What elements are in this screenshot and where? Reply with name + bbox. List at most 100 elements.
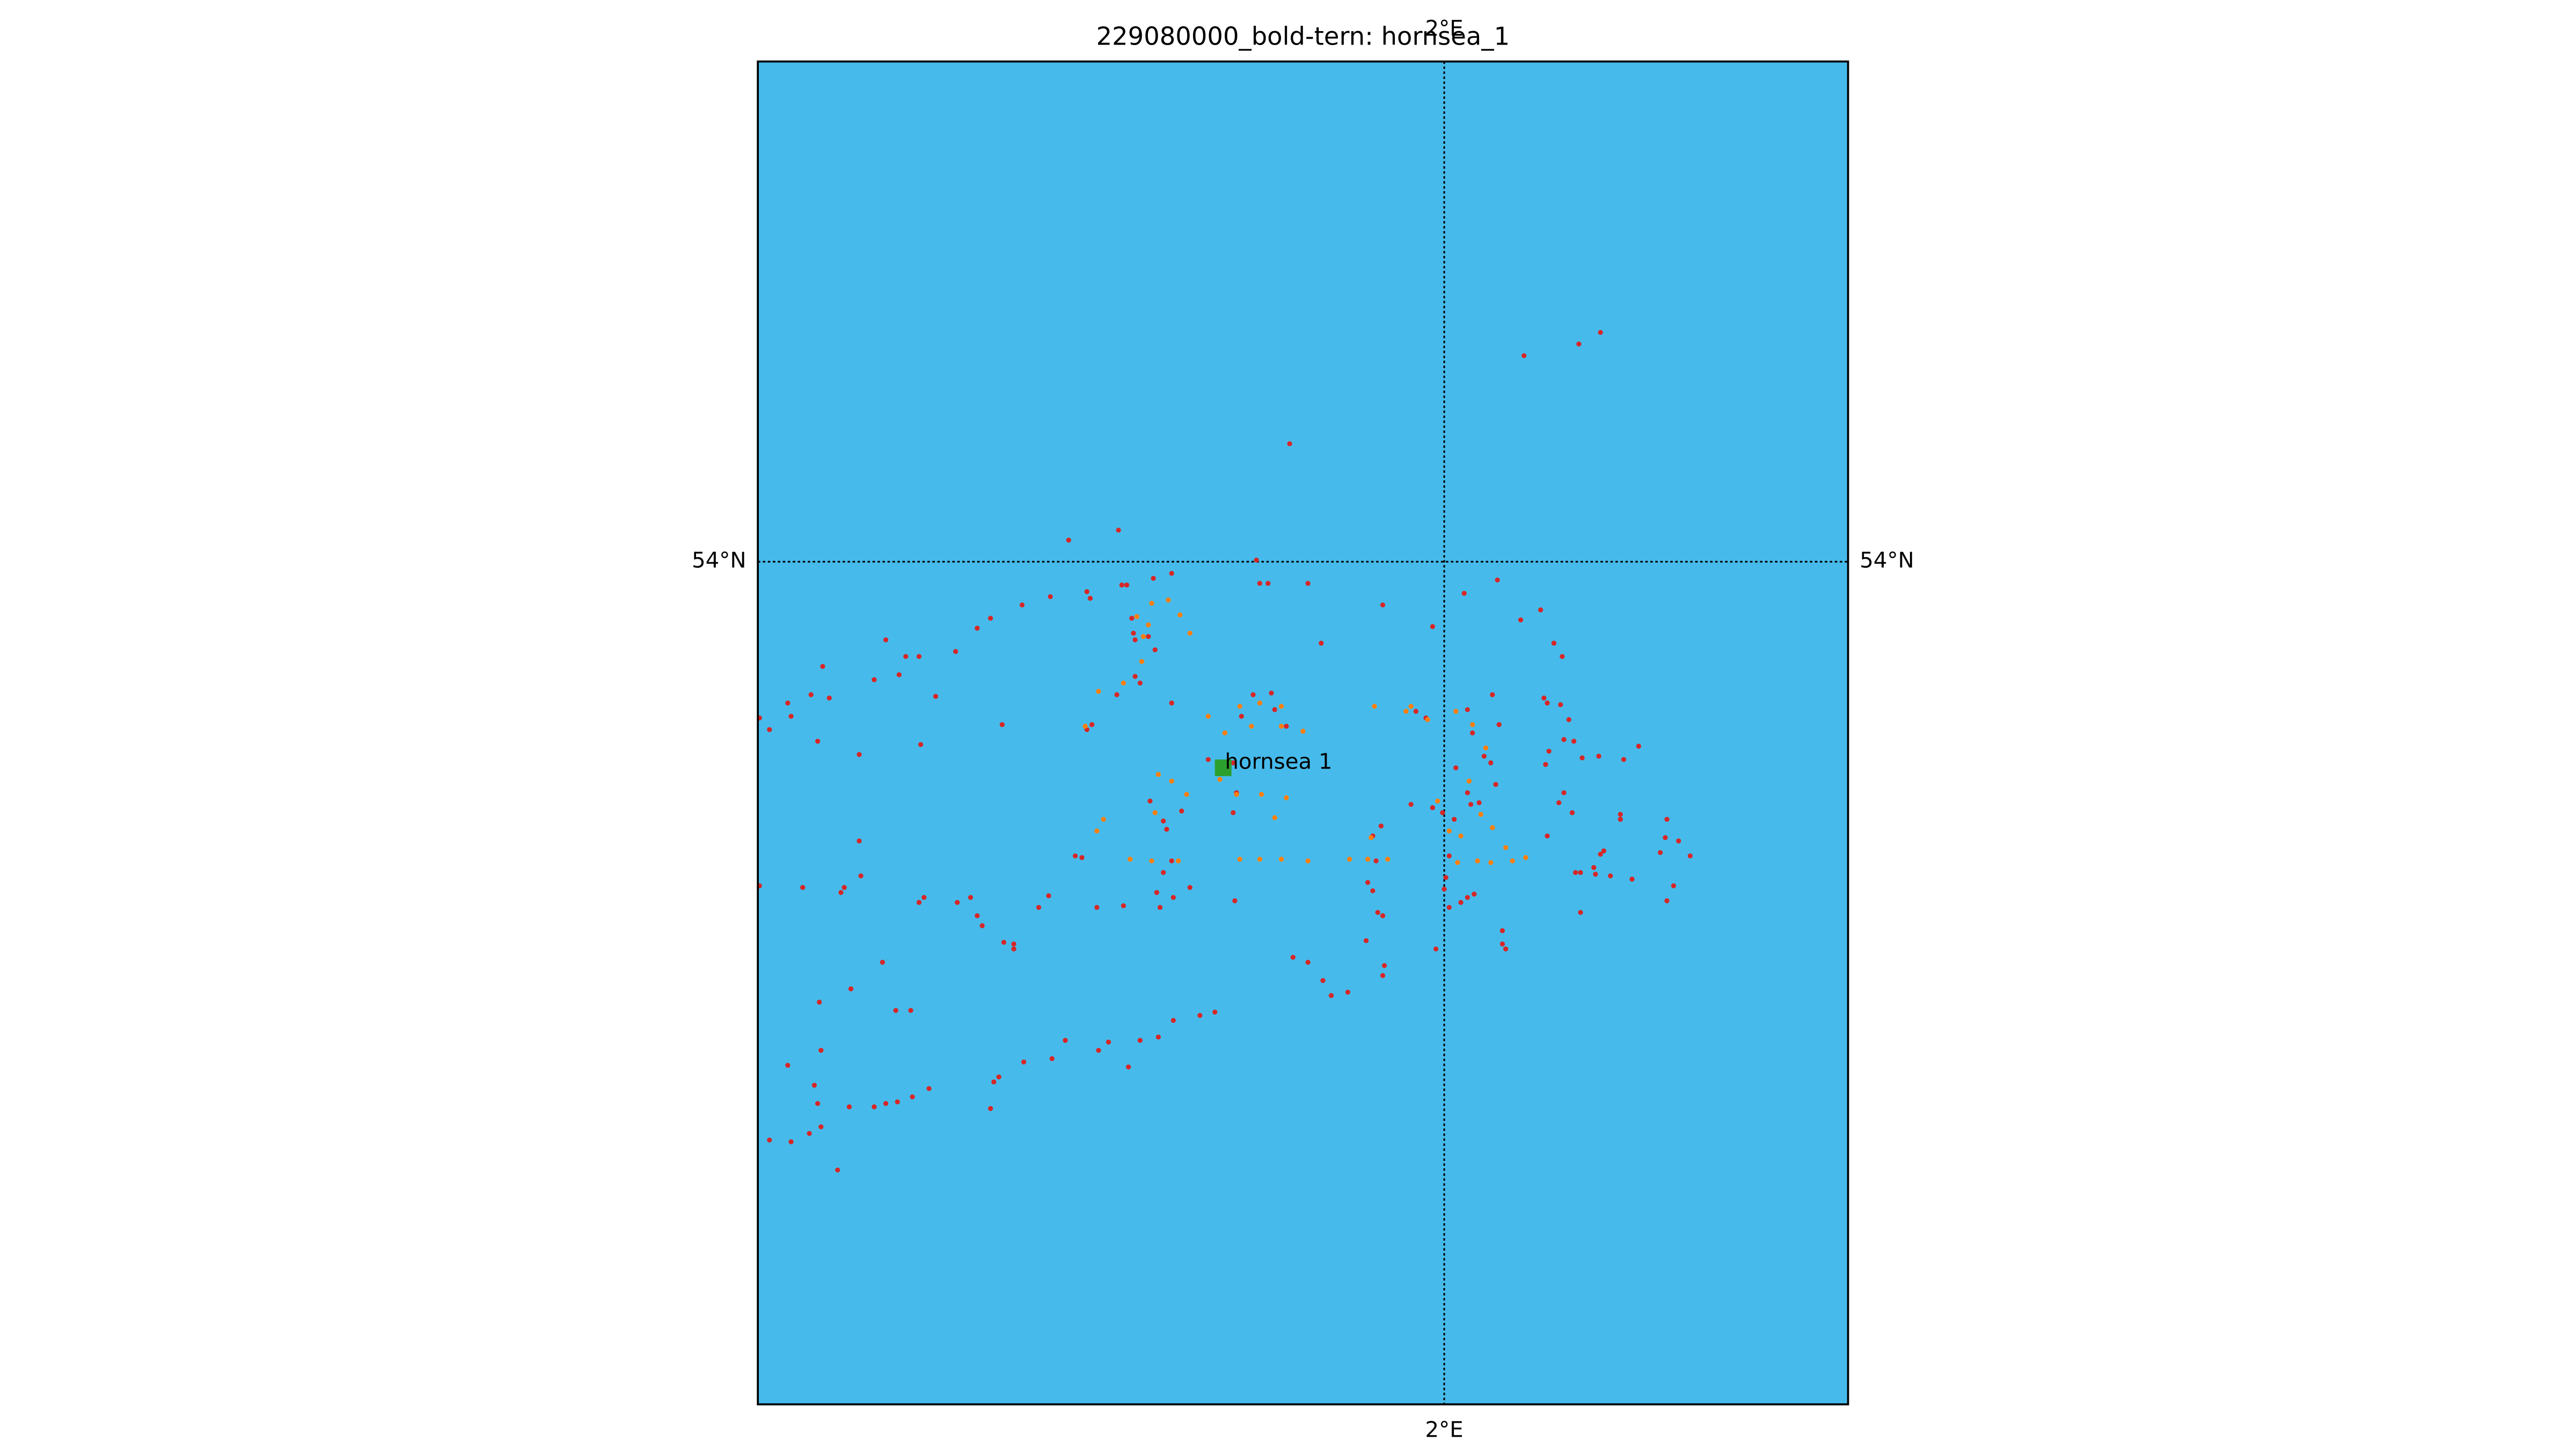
track-point [1372, 704, 1377, 709]
track-point [767, 727, 772, 733]
track-point [1152, 810, 1158, 815]
track-point [857, 838, 862, 844]
track-point [1128, 857, 1133, 862]
track-point [1187, 885, 1192, 890]
track-point [1541, 696, 1547, 701]
track-point [1232, 898, 1238, 904]
track-point [996, 1074, 1001, 1080]
track-point [1618, 817, 1623, 822]
track-point [893, 1008, 898, 1013]
track-point [1495, 577, 1500, 583]
track-point [1305, 960, 1311, 965]
track-point [1499, 941, 1505, 947]
track-point [1048, 594, 1053, 599]
track-point [1545, 833, 1550, 839]
track-point [872, 677, 877, 683]
track-point [1470, 722, 1475, 727]
track-point [1478, 811, 1483, 817]
track-point [785, 1063, 791, 1068]
track-point [1169, 570, 1174, 576]
track-point [1493, 782, 1498, 787]
track-point [1066, 537, 1071, 543]
track-point [1278, 857, 1284, 862]
track-point [1608, 873, 1613, 879]
track-point [1499, 928, 1505, 933]
track-point [808, 692, 814, 698]
track-point [1576, 341, 1582, 347]
track-point [1598, 330, 1603, 335]
track-point [999, 722, 1005, 727]
track-point [1658, 850, 1663, 855]
track-point [910, 1094, 915, 1100]
track-point [1441, 887, 1447, 892]
track-point [1137, 1037, 1143, 1043]
track-point [1380, 973, 1386, 978]
track-point [1089, 722, 1095, 727]
track-point [975, 625, 980, 631]
track-point [1578, 910, 1583, 915]
track-point [1197, 1013, 1203, 1018]
track-point [838, 890, 844, 895]
track-point [1151, 576, 1156, 581]
track-point [1101, 817, 1106, 822]
track-point [1134, 614, 1139, 619]
track-point [1370, 888, 1375, 894]
track-point [880, 960, 885, 965]
track-point [1476, 800, 1482, 806]
track-point [1265, 581, 1271, 586]
track-point [1132, 674, 1138, 679]
track-point [1231, 760, 1236, 766]
y-tick-label-right: 54°N [1860, 548, 1914, 573]
track-point [953, 649, 958, 654]
track-point [1175, 858, 1181, 863]
track-point [1571, 738, 1577, 744]
track-point [1284, 723, 1289, 729]
track-point [1094, 828, 1100, 834]
track-point [1663, 835, 1668, 840]
track-point [1237, 704, 1242, 709]
track-point [1063, 1037, 1068, 1043]
track-point [1106, 1040, 1111, 1045]
track-point [1300, 728, 1306, 734]
track-point [1177, 612, 1183, 618]
track-point [988, 1106, 993, 1111]
track-point [1365, 857, 1371, 862]
track-point [1019, 602, 1025, 608]
track-point [1152, 647, 1158, 653]
track-point [921, 895, 927, 900]
track-point [1591, 865, 1597, 870]
track-point [1496, 722, 1502, 727]
track-point [815, 1101, 821, 1106]
track-point [1155, 1034, 1161, 1040]
y-tick-label-left: 54°N [692, 548, 746, 573]
track-point [1021, 1059, 1027, 1065]
track-point [818, 1124, 824, 1130]
track-point [1161, 818, 1166, 824]
track-point [1558, 702, 1563, 707]
track-point [1011, 946, 1016, 952]
track-point [1458, 899, 1463, 905]
track-point [1440, 810, 1445, 815]
track-point [1545, 700, 1550, 706]
track-point [1556, 800, 1562, 806]
track-point [1503, 946, 1509, 952]
track-point [1430, 805, 1436, 810]
track-point [1446, 853, 1452, 859]
track-point [1140, 634, 1146, 639]
track-point [1488, 760, 1494, 766]
track-point [1179, 808, 1184, 814]
track-point [1269, 690, 1274, 696]
track-point [1671, 883, 1677, 889]
track-point [1217, 777, 1223, 782]
track-point [1687, 853, 1693, 859]
track-point [1250, 692, 1256, 698]
track-point [1249, 723, 1254, 729]
track-point [1205, 714, 1211, 719]
track-point [1154, 890, 1159, 895]
track-point [1129, 616, 1135, 621]
track-point [1446, 905, 1452, 910]
track-point [1446, 828, 1452, 834]
track-point [1368, 835, 1374, 840]
track-point [883, 1101, 889, 1106]
track-point [1380, 602, 1386, 608]
